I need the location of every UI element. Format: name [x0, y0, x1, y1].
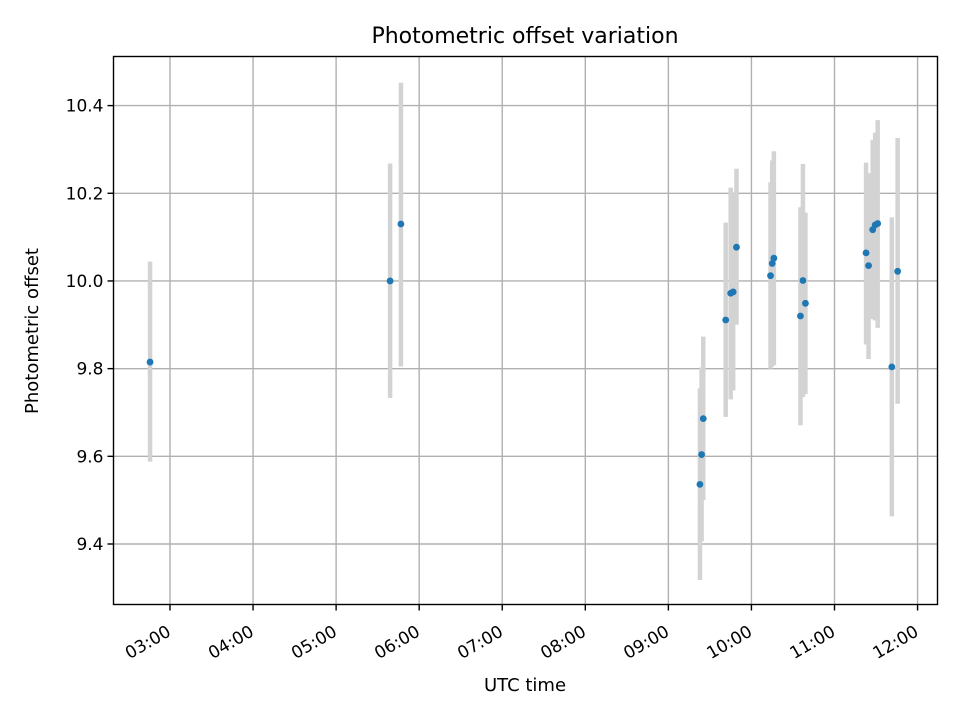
data-point — [874, 220, 882, 227]
x-tick-label: 10:00 — [704, 622, 756, 664]
data-point — [767, 272, 774, 280]
data-point — [733, 243, 740, 251]
axis-ticks: 03:00 04:00 05:00 06:00 07:00 08:00 09:00 10:00… — [66, 97, 922, 664]
data-point — [862, 249, 870, 257]
x-tick-label: 09:00 — [620, 622, 672, 664]
data-point — [797, 312, 804, 320]
y-tick-label: 10.2 — [66, 184, 104, 204]
data-point — [386, 277, 394, 285]
data-points — [146, 220, 902, 488]
chart-title: Photometric offset variation — [371, 24, 678, 49]
data-point — [397, 220, 405, 228]
data-point — [768, 260, 776, 267]
y-tick-label: 9.8 — [76, 360, 103, 380]
data-point — [729, 288, 737, 296]
grid-lines — [113, 56, 938, 605]
y-tick-label: 10.0 — [66, 272, 104, 292]
x-tick-label: 04:00 — [205, 622, 257, 664]
x-tick-label: 06:00 — [371, 622, 423, 664]
x-tick-label: 03:00 — [122, 622, 174, 664]
data-point — [699, 415, 707, 423]
y-axis-label: Photometric offset — [22, 248, 43, 414]
data-point — [802, 299, 809, 307]
error-bars — [147, 82, 900, 580]
y-tick-label: 9.6 — [76, 447, 103, 467]
data-point — [696, 480, 704, 488]
x-axis-label: UTC time — [484, 675, 566, 696]
data-point — [770, 254, 778, 262]
x-tick-label: 08:00 — [537, 622, 589, 664]
data-point — [146, 358, 154, 366]
data-point — [698, 451, 705, 458]
data-point — [888, 363, 896, 371]
data-point — [865, 262, 872, 270]
x-tick-label: 05:00 — [288, 622, 340, 664]
plot-frame — [112, 55, 939, 606]
data-point — [799, 277, 807, 284]
x-tick-label: 11:00 — [787, 622, 839, 664]
y-tick-label: 9.4 — [76, 535, 103, 555]
x-tick-label: 07:00 — [454, 622, 506, 664]
data-point — [894, 267, 902, 275]
x-tick-label: 12:00 — [870, 622, 922, 664]
data-point — [722, 316, 730, 324]
y-tick-label: 10.4 — [66, 97, 104, 117]
